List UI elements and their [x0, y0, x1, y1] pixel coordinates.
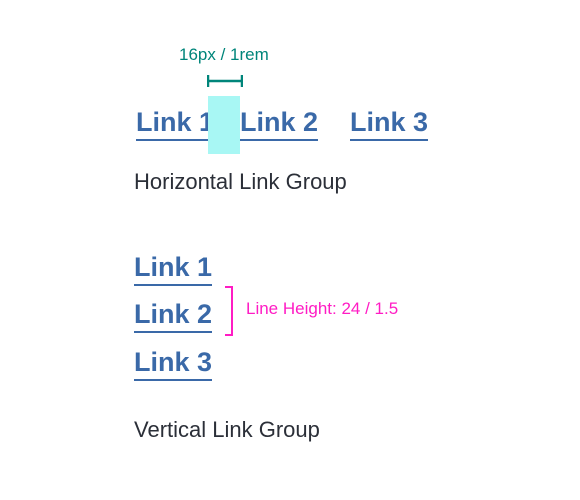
vertical-link-1[interactable]: Link 1	[134, 251, 213, 286]
vertical-link-3[interactable]: Link 3	[134, 346, 213, 381]
vertical-group-caption: Vertical Link Group	[134, 417, 320, 442]
line-height-annotation-label: Line Height: 24 / 1.5	[246, 299, 399, 318]
line-height-bracket-shape	[225, 286, 233, 336]
spacing-gap-highlight	[208, 96, 240, 154]
horizontal-link-2[interactable]: Link 2	[240, 106, 319, 141]
horizontal-group-caption: Horizontal Link Group	[134, 169, 347, 194]
horizontal-link-1[interactable]: Link 1	[136, 106, 215, 141]
spacing-measure-bracket	[207, 75, 243, 87]
line-height-bracket	[225, 286, 233, 336]
spacing-annotation-label: 16px / 1rem	[179, 45, 269, 64]
vertical-link-2[interactable]: Link 2	[134, 298, 213, 333]
horizontal-link-3[interactable]: Link 3	[350, 106, 429, 141]
